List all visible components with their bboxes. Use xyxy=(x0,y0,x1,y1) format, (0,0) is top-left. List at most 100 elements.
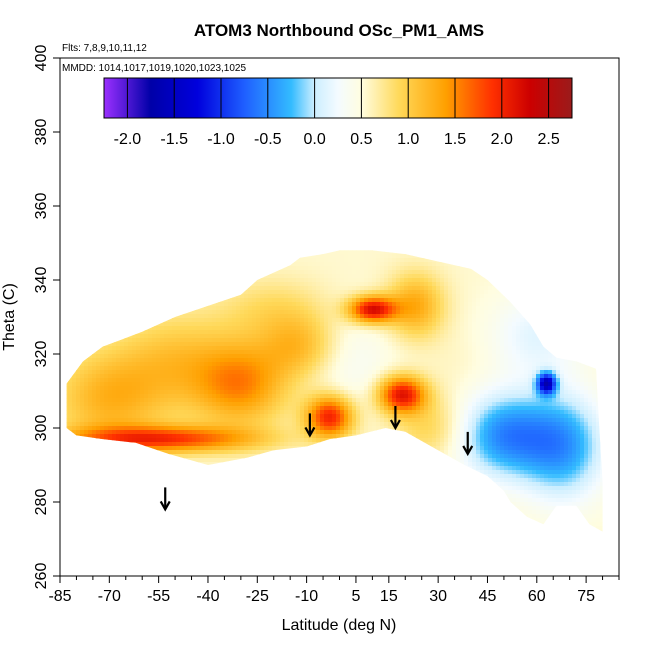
heat-cell xyxy=(284,542,289,547)
heat-cell xyxy=(212,446,217,451)
heat-cell xyxy=(80,522,85,527)
heat-cell xyxy=(80,402,85,407)
heat-cell xyxy=(148,482,153,487)
heat-cell xyxy=(300,358,305,363)
heat-cell xyxy=(80,450,85,455)
heat-cell xyxy=(196,482,201,487)
heat-cell xyxy=(92,274,97,279)
heat-cell xyxy=(272,538,277,543)
heat-cell xyxy=(136,518,141,523)
heat-cell xyxy=(316,310,321,315)
heat-cell xyxy=(128,270,133,275)
heat-cell xyxy=(284,274,289,279)
heat-cell xyxy=(260,362,265,367)
heat-cell xyxy=(264,458,269,463)
heat-cell xyxy=(260,522,265,527)
heat-cell xyxy=(188,254,193,259)
heat-cell xyxy=(128,266,133,271)
heat-cell xyxy=(292,450,297,455)
heat-cell xyxy=(228,338,233,343)
heat-cell xyxy=(132,394,137,399)
heat-cell xyxy=(140,478,145,483)
heat-cell xyxy=(248,390,253,395)
heat-cell xyxy=(300,346,305,351)
heat-cell xyxy=(308,450,313,455)
heat-cell xyxy=(264,382,269,387)
heat-cell xyxy=(236,358,241,363)
heat-cell xyxy=(116,430,121,435)
heat-cell xyxy=(284,286,289,291)
heat-cell xyxy=(308,526,313,531)
heat-cell xyxy=(100,334,105,339)
heat-cell xyxy=(316,290,321,295)
heat-cell xyxy=(284,466,289,471)
heat-cell xyxy=(264,534,269,539)
heat-cell xyxy=(68,358,73,363)
heat-cell xyxy=(200,338,205,343)
heat-cell xyxy=(88,358,93,363)
heat-cell xyxy=(200,478,205,483)
heat-cell xyxy=(140,262,145,267)
heat-cell xyxy=(108,454,113,459)
heat-cell xyxy=(80,254,85,259)
heat-cell xyxy=(312,258,317,263)
heat-cell xyxy=(288,314,293,319)
heat-cell xyxy=(176,358,181,363)
heat-cell xyxy=(308,386,313,391)
heat-cell xyxy=(66,426,69,431)
heat-cell xyxy=(316,506,321,511)
heat-cell xyxy=(272,430,277,435)
heat-cell xyxy=(216,326,221,331)
heat-cell xyxy=(192,326,197,331)
heat-cell xyxy=(296,270,301,275)
heat-cell xyxy=(244,446,249,451)
heat-cell xyxy=(144,410,149,415)
heat-cell xyxy=(152,438,157,443)
heat-cell xyxy=(124,306,129,311)
heat-cell xyxy=(232,470,237,475)
heat-cell xyxy=(60,334,65,339)
heat-cell xyxy=(136,250,141,251)
heat-cell xyxy=(160,530,165,532)
heat-cell xyxy=(288,406,293,411)
heat-cell xyxy=(172,406,177,411)
heat-cell xyxy=(100,490,105,495)
heat-cell xyxy=(188,486,193,491)
heat-cell xyxy=(232,534,237,539)
heat-cell xyxy=(220,494,225,499)
heat-cell xyxy=(200,418,205,423)
heat-cell xyxy=(244,498,249,503)
heat-cell xyxy=(132,434,137,439)
heat-cell xyxy=(224,374,229,379)
heat-cell xyxy=(112,530,117,532)
heat-cell xyxy=(104,254,109,259)
heat-cell xyxy=(104,338,109,343)
heat-cell xyxy=(208,266,213,271)
heat-cell xyxy=(172,390,177,395)
heat-cell xyxy=(136,258,141,263)
heat-cell xyxy=(172,262,177,267)
heat-cell xyxy=(252,542,257,547)
heat-cell xyxy=(236,374,241,379)
heat-cell xyxy=(96,346,101,351)
heat-cell xyxy=(176,466,181,471)
heat-cell xyxy=(216,430,221,435)
heat-cell xyxy=(204,498,209,503)
heat-cell xyxy=(68,262,73,267)
heat-cell xyxy=(168,430,173,435)
heat-cell xyxy=(208,354,213,359)
heat-cell xyxy=(172,338,177,343)
heat-cell xyxy=(296,310,301,315)
heat-cell xyxy=(264,462,269,467)
heat-cell xyxy=(188,334,193,339)
heat-cell xyxy=(66,390,69,395)
heat-cell xyxy=(300,382,305,387)
heat-cell xyxy=(276,430,281,435)
heat-cell xyxy=(108,406,113,411)
heat-cell xyxy=(92,482,97,487)
heat-cell xyxy=(66,430,69,435)
heat-cell xyxy=(256,470,261,475)
heat-cell xyxy=(268,286,273,291)
heat-cell xyxy=(192,486,197,491)
heat-cell xyxy=(144,314,149,319)
